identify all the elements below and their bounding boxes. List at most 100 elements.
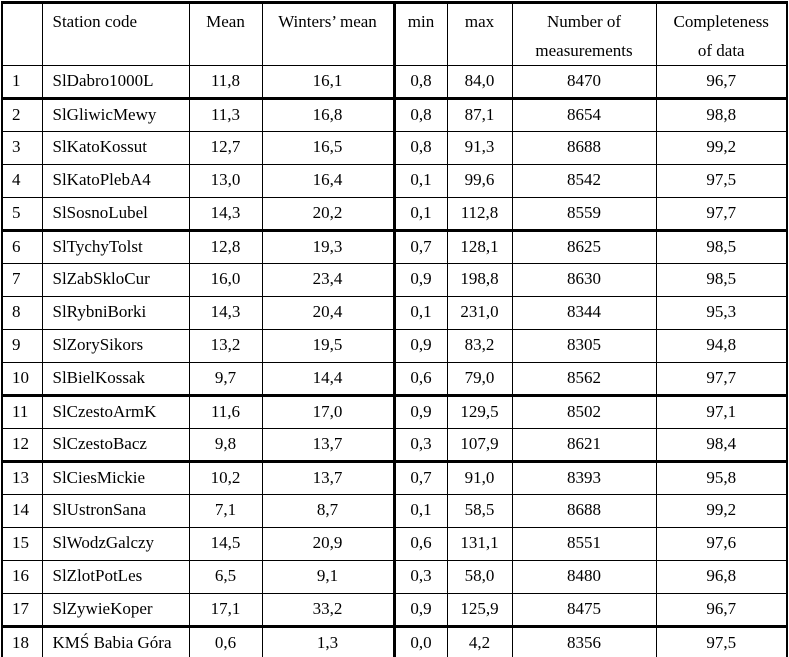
station-code-cell: SlCiesMickie xyxy=(41,461,190,495)
mean-cell: 7,1 xyxy=(188,494,263,528)
mean-cell: 11,6 xyxy=(188,395,263,429)
row-index-cell: 2 xyxy=(1,98,43,132)
measurements-cell: 8630 xyxy=(511,263,657,297)
table-row: 8 SlRybniBorki 14,3 20,4 0,1 231,0 8344 95,3 xyxy=(1,296,788,330)
completeness-cell: 95,3 xyxy=(655,296,788,330)
winters-mean-cell: 9,1 xyxy=(261,560,395,594)
measurements-cell: 8305 xyxy=(511,329,657,363)
completeness-cell: 97,5 xyxy=(655,626,788,657)
table-row: 18 KMŚ Babia Góra 0,6 1,3 0,0 4,2 8356 97,5 xyxy=(1,626,788,657)
table-row: 16 SlZlotPotLes 6,5 9,1 0,3 58,0 8480 96,8 xyxy=(1,560,788,594)
measurements-cell: 8559 xyxy=(511,197,657,232)
completeness-cell: 98,4 xyxy=(655,428,788,463)
winters-mean-cell: 19,5 xyxy=(261,329,395,363)
mean-cell: 11,3 xyxy=(188,98,263,132)
mean-cell: 12,7 xyxy=(188,131,263,165)
row-index-cell: 8 xyxy=(1,296,43,330)
table-row: 5 SlSosnoLubel 14,3 20,2 0,1 112,8 8559 97,7 xyxy=(1,197,788,232)
mean-cell: 6,5 xyxy=(188,560,263,594)
completeness-cell: 97,7 xyxy=(655,197,788,232)
max-cell: 112,8 xyxy=(446,197,513,232)
row-index-cell: 16 xyxy=(1,560,43,594)
min-cell: 0,9 xyxy=(392,593,448,628)
station-code-cell: SlBielKossak xyxy=(41,362,190,397)
row-index-cell: 6 xyxy=(1,230,43,264)
max-cell: 129,5 xyxy=(446,395,513,429)
header-row: Station code Mean Winters’ mean min max … xyxy=(1,2,788,66)
row-index-cell: 14 xyxy=(1,494,43,528)
winters-mean-cell: 13,7 xyxy=(261,461,395,495)
min-cell: 0,7 xyxy=(392,461,448,495)
completeness-cell: 94,8 xyxy=(655,329,788,363)
station-code-cell: SlGliwicMewy xyxy=(41,98,190,132)
row-index-cell: 5 xyxy=(1,197,43,232)
row-index-cell: 11 xyxy=(1,395,43,429)
row-index-cell: 7 xyxy=(1,263,43,297)
mean-cell: 9,8 xyxy=(188,428,263,463)
table-row: 4 SlKatoPlebA4 13,0 16,4 0,1 99,6 8542 97,5 xyxy=(1,164,788,198)
header-mean: Mean xyxy=(188,2,263,66)
min-cell: 0,6 xyxy=(392,527,448,561)
min-cell: 0,8 xyxy=(392,131,448,165)
min-cell: 0,7 xyxy=(392,230,448,264)
station-code-cell: SlCzestoArmK xyxy=(41,395,190,429)
station-code-cell: SlZorySikors xyxy=(41,329,190,363)
max-cell: 125,9 xyxy=(446,593,513,628)
table-row: 15 SlWodzGalczy 14,5 20,9 0,6 131,1 8551 97,6 xyxy=(1,527,788,561)
mean-cell: 14,3 xyxy=(188,197,263,232)
completeness-cell: 99,2 xyxy=(655,494,788,528)
header-station-code: Station code xyxy=(41,2,190,66)
header-measurements: Number of measurements xyxy=(511,2,657,66)
station-code-cell: SlTychyTolst xyxy=(41,230,190,264)
row-index-cell: 1 xyxy=(1,65,43,100)
table-row: 12 SlCzestoBacz 9,8 13,7 0,3 107,9 8621 98,4 xyxy=(1,428,788,463)
min-cell: 0,8 xyxy=(392,98,448,132)
table-row: 13 SlCiesMickie 10,2 13,7 0,7 91,0 8393 95,8 xyxy=(1,461,788,495)
winters-mean-cell: 16,4 xyxy=(261,164,395,198)
completeness-cell: 97,1 xyxy=(655,395,788,429)
winters-mean-cell: 16,8 xyxy=(261,98,395,132)
winters-mean-cell: 20,2 xyxy=(261,197,395,232)
max-cell: 58,0 xyxy=(446,560,513,594)
table-row: 14 SlUstronSana 7,1 8,7 0,1 58,5 8688 99,2 xyxy=(1,494,788,528)
max-cell: 107,9 xyxy=(446,428,513,463)
measurements-cell: 8654 xyxy=(511,98,657,132)
mean-cell: 9,7 xyxy=(188,362,263,397)
max-cell: 231,0 xyxy=(446,296,513,330)
station-code-cell: KMŚ Babia Góra xyxy=(41,626,190,657)
max-cell: 99,6 xyxy=(446,164,513,198)
completeness-cell: 95,8 xyxy=(655,461,788,495)
measurements-cell: 8356 xyxy=(511,626,657,657)
row-index-cell: 13 xyxy=(1,461,43,495)
winters-mean-cell: 20,4 xyxy=(261,296,395,330)
row-index-cell: 9 xyxy=(1,329,43,363)
measurements-cell: 8393 xyxy=(511,461,657,495)
row-index-cell: 15 xyxy=(1,527,43,561)
min-cell: 0,8 xyxy=(392,65,448,100)
min-cell: 0,9 xyxy=(392,263,448,297)
max-cell: 87,1 xyxy=(446,98,513,132)
max-cell: 4,2 xyxy=(446,626,513,657)
row-index-cell: 12 xyxy=(1,428,43,463)
min-cell: 0,3 xyxy=(392,428,448,463)
measurements-cell: 8502 xyxy=(511,395,657,429)
measurements-cell: 8551 xyxy=(511,527,657,561)
completeness-cell: 96,7 xyxy=(655,65,788,100)
winters-mean-cell: 1,3 xyxy=(261,626,395,657)
measurements-cell: 8475 xyxy=(511,593,657,628)
completeness-cell: 96,8 xyxy=(655,560,788,594)
station-code-cell: SlUstronSana xyxy=(41,494,190,528)
station-code-cell: SlWodzGalczy xyxy=(41,527,190,561)
header-winters-mean: Winters’ mean xyxy=(261,2,395,66)
completeness-cell: 97,5 xyxy=(655,164,788,198)
header-completeness: Completeness of data xyxy=(655,2,788,66)
max-cell: 83,2 xyxy=(446,329,513,363)
station-code-cell: SlKatoPlebA4 xyxy=(41,164,190,198)
max-cell: 198,8 xyxy=(446,263,513,297)
header-min: min xyxy=(392,2,448,66)
max-cell: 84,0 xyxy=(446,65,513,100)
station-code-cell: SlCzestoBacz xyxy=(41,428,190,463)
completeness-cell: 99,2 xyxy=(655,131,788,165)
